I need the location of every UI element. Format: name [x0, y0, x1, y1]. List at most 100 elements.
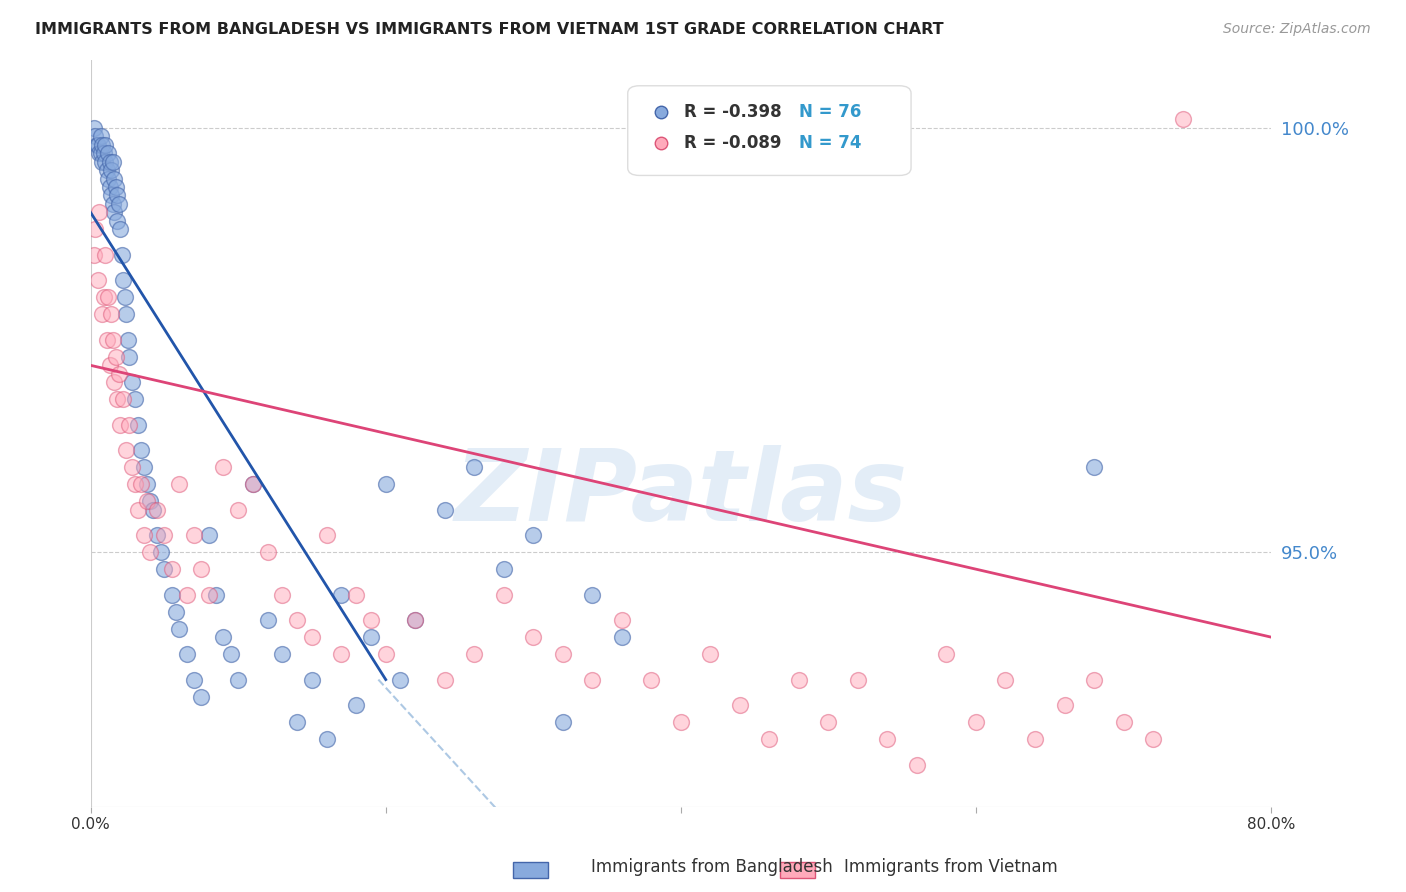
Point	[167, 477, 190, 491]
Point	[84, 222, 107, 236]
Point	[285, 613, 308, 627]
Point	[404, 613, 426, 627]
Text: Source: ZipAtlas.com: Source: ZipAtlas.com	[1223, 22, 1371, 37]
Point	[551, 714, 574, 729]
Point	[108, 222, 131, 236]
Point	[344, 588, 367, 602]
Point	[389, 673, 412, 687]
Point	[1083, 673, 1105, 687]
Point	[146, 502, 169, 516]
Point	[1083, 460, 1105, 475]
Point	[146, 528, 169, 542]
Point	[197, 588, 219, 602]
Point	[100, 307, 122, 321]
Point	[817, 714, 839, 729]
Point	[360, 630, 382, 644]
Point	[433, 502, 456, 516]
Point	[104, 180, 127, 194]
Point	[212, 630, 235, 644]
Point	[226, 502, 249, 516]
Point	[91, 307, 114, 321]
Point	[183, 528, 205, 542]
Point	[115, 443, 138, 458]
Point	[129, 477, 152, 491]
Point	[242, 477, 264, 491]
Point	[463, 647, 485, 661]
Point	[699, 647, 721, 661]
Point	[522, 528, 544, 542]
Point	[114, 290, 136, 304]
Point	[1053, 698, 1076, 712]
Text: R = -0.398: R = -0.398	[685, 103, 782, 121]
Point	[360, 613, 382, 627]
Point	[271, 647, 294, 661]
Point	[127, 502, 149, 516]
Point	[728, 698, 751, 712]
Point	[404, 613, 426, 627]
Point	[433, 673, 456, 687]
Point	[758, 732, 780, 747]
Point	[124, 392, 146, 407]
Point	[374, 477, 396, 491]
Point	[83, 120, 105, 135]
Point	[205, 588, 228, 602]
Text: ZIPatlas: ZIPatlas	[454, 444, 907, 541]
Point	[138, 494, 160, 508]
Point	[640, 673, 662, 687]
Point	[787, 673, 810, 687]
Point	[190, 690, 212, 704]
Point	[271, 588, 294, 602]
Point	[101, 333, 124, 347]
Point	[1142, 732, 1164, 747]
Point	[226, 673, 249, 687]
Text: Immigrants from Vietnam: Immigrants from Vietnam	[844, 858, 1057, 876]
Point	[94, 137, 117, 152]
Point	[138, 545, 160, 559]
Point	[105, 188, 128, 202]
Point	[94, 248, 117, 262]
Point	[93, 146, 115, 161]
Point	[142, 502, 165, 516]
Point	[522, 630, 544, 644]
Point	[112, 273, 135, 287]
Point	[301, 673, 323, 687]
Point	[104, 350, 127, 364]
Point	[965, 714, 987, 729]
Point	[87, 273, 110, 287]
Point	[344, 698, 367, 712]
Point	[135, 477, 157, 491]
Point	[285, 714, 308, 729]
Text: N = 74: N = 74	[799, 135, 862, 153]
Point	[94, 154, 117, 169]
Point	[610, 613, 633, 627]
Point	[190, 562, 212, 576]
Point	[103, 171, 125, 186]
Point	[97, 290, 120, 304]
Point	[98, 180, 121, 194]
Point	[127, 417, 149, 432]
Point	[846, 673, 869, 687]
Point	[1112, 714, 1135, 729]
Text: R = -0.089: R = -0.089	[685, 135, 782, 153]
Point	[374, 647, 396, 661]
Point	[1024, 732, 1046, 747]
Point	[212, 460, 235, 475]
Point	[118, 417, 141, 432]
Point	[135, 494, 157, 508]
Point	[551, 647, 574, 661]
Point	[315, 528, 337, 542]
Point	[90, 146, 112, 161]
Point	[167, 622, 190, 636]
Point	[87, 137, 110, 152]
Point	[315, 732, 337, 747]
Point	[160, 588, 183, 602]
Point	[330, 647, 353, 661]
Point	[103, 376, 125, 390]
Point	[98, 154, 121, 169]
Point	[219, 647, 242, 661]
Point	[115, 307, 138, 321]
Point	[301, 630, 323, 644]
Point	[153, 528, 176, 542]
Point	[876, 732, 898, 747]
Point	[129, 443, 152, 458]
